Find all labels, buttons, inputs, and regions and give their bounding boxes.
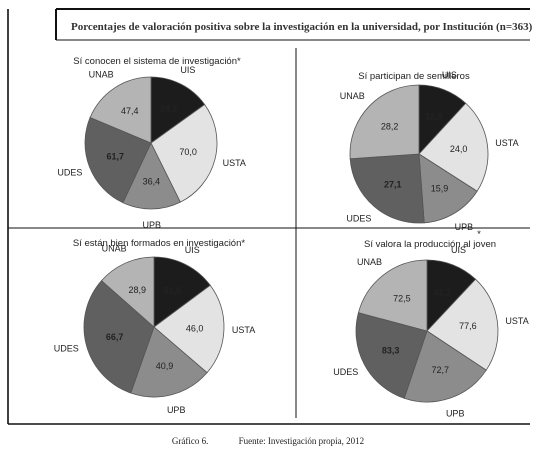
data-label-usta: 77,6	[459, 321, 477, 331]
pie-slice-uis	[153, 256, 211, 328]
data-label-usta: 46,0	[186, 324, 204, 334]
data-label-upb: 72,7	[432, 365, 450, 375]
category-label-uis: UIS	[185, 245, 200, 255]
pie-slice-udes	[349, 153, 425, 224]
category-label-upb: UPB	[143, 220, 162, 230]
pie-slice-usta	[153, 284, 225, 374]
data-label-uis: 31,8	[163, 286, 181, 296]
data-label-usta: 24,0	[450, 144, 468, 154]
pie-slice-uis	[150, 76, 206, 144]
category-label-unab: UNAB	[340, 91, 365, 101]
pie-slice-upb	[403, 330, 487, 403]
category-label-udes: UDES	[54, 344, 79, 354]
category-label-usta: USTA	[232, 325, 255, 335]
data-label-upb: 15,9	[431, 183, 449, 193]
category-label-uis: UIS	[451, 245, 466, 255]
pie-slice-udes	[355, 312, 428, 399]
pie-slice-usta	[418, 102, 489, 192]
category-label-usta: USTA	[495, 138, 518, 148]
category-label-uis: UIS	[180, 65, 195, 75]
data-label-unab: 47,4	[121, 106, 139, 116]
chart-title: Porcentajes de valoración positiva sobre…	[71, 21, 533, 33]
pie-4-title-mark: *	[477, 229, 481, 240]
data-label-usta: 70,0	[179, 147, 197, 157]
pie-slice-unab	[89, 76, 152, 144]
pie-slice-usta	[426, 278, 499, 371]
caption-source: Fuente: Investigación propia, 2012	[238, 436, 365, 446]
pie-slice-unab	[357, 259, 428, 332]
pie-3-title: Sí están bien formados en investigación*	[73, 238, 245, 249]
caption-label: Gráfico 6.	[171, 436, 209, 446]
data-label-upb: 36,4	[143, 176, 161, 186]
data-label-uis: 12,8	[425, 112, 443, 122]
pie-slice-upb	[122, 142, 181, 210]
data-label-udes: 27,1	[384, 179, 402, 189]
category-label-unab: UNAB	[102, 244, 127, 254]
category-label-udes: UDES	[346, 213, 371, 223]
pie-slice-unab	[100, 256, 155, 328]
pie-4-title: Sí valora la producción al joven	[364, 239, 496, 250]
figure-caption: Gráfico 6. Fuente: Investigación propia,…	[0, 436, 536, 446]
category-label-udes: UDES	[333, 367, 358, 377]
category-label-unab: UNAB	[357, 257, 382, 267]
pie-slice-upb	[418, 153, 478, 224]
pie-slice-upb	[130, 326, 208, 398]
pie-slice-udes	[84, 116, 152, 204]
category-label-usta: USTA	[505, 316, 528, 326]
category-label-upb: UPB	[446, 408, 465, 418]
data-label-udes: 61,7	[107, 152, 125, 162]
data-label-unab: 72,5	[393, 293, 411, 303]
data-label-uis: 41,7	[433, 288, 451, 298]
data-label-upb: 40,9	[156, 361, 174, 371]
category-label-uis: UIS	[442, 70, 457, 80]
data-label-uis: 38,3	[160, 104, 178, 114]
category-label-upb: UPB	[167, 405, 186, 415]
pie-chart-formados: 31,8 UIS 46,0 USTA 40,9 UPB 66,7 UDES 28,9 UNAB	[54, 244, 255, 416]
data-label-udes: 83,3	[382, 345, 400, 355]
data-label-unab: 28,2	[381, 122, 399, 132]
pie-slice-udes	[83, 280, 155, 394]
category-label-upb: UPB	[455, 222, 474, 232]
category-label-usta: USTA	[223, 158, 246, 168]
pie-slice-unab	[349, 84, 420, 160]
pie-chart-produccion: 41,7 UIS 77,6 USTA 72,7 UPB 83,3 UDES 72,5 UNAB	[333, 245, 528, 418]
data-label-unab: 28,9	[129, 285, 147, 295]
pie-2-title: Sí participan de semilleros	[358, 71, 470, 82]
category-label-udes: UDES	[57, 167, 82, 177]
category-label-unab: UNAB	[89, 70, 114, 80]
pie-slice-usta	[150, 103, 218, 203]
pie-chart-semilleros: 12,8 UIS 24,0 USTA 15,9 UPB 27,1 UDES 28,2 UNAB	[340, 70, 519, 232]
data-label-udes: 66,7	[106, 332, 124, 342]
pie-1-title: Sí conocen el sistema de investigación*	[73, 56, 241, 67]
pie-chart-conocen: 38,3 UIS 70,0 USTA 36,4 UPB 61,7 UDES 47,4 UNAB	[57, 65, 246, 230]
